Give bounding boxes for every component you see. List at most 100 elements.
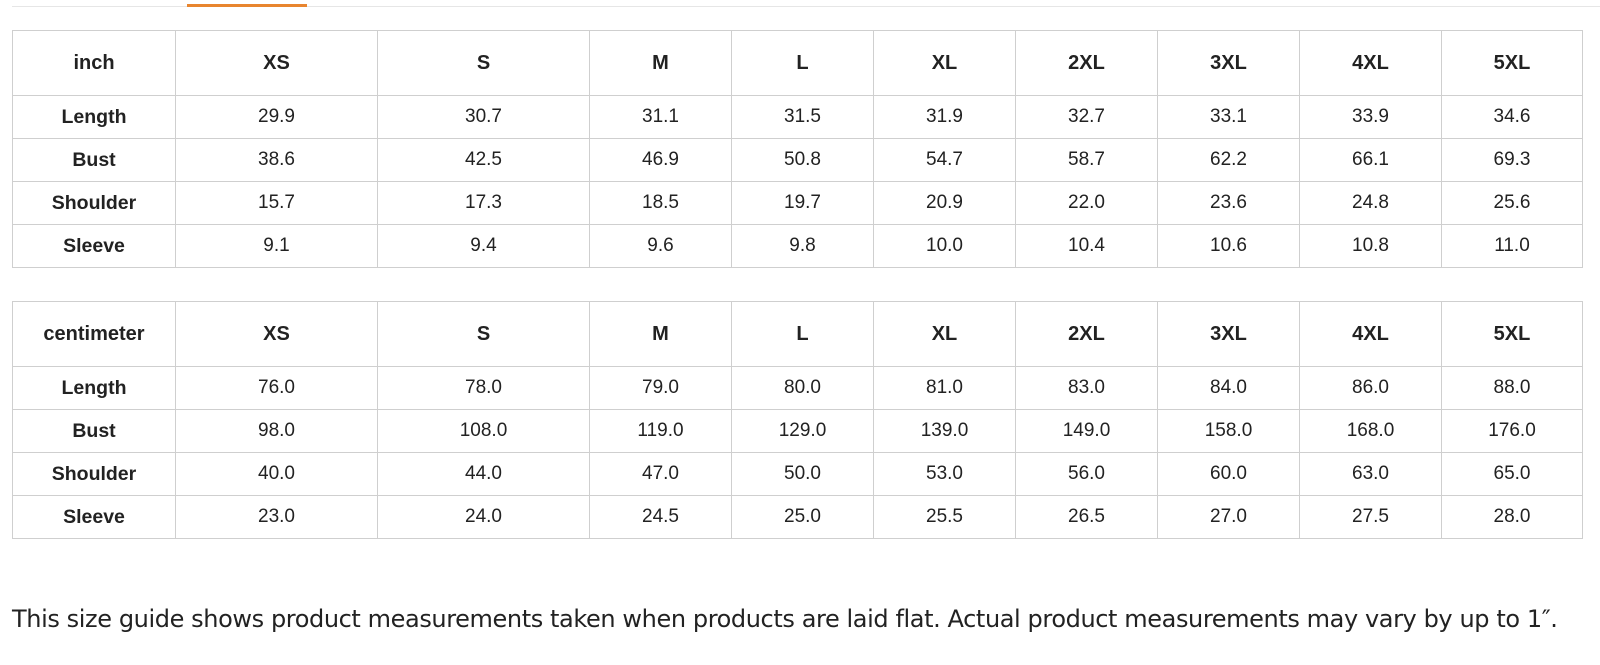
- size-header: M: [589, 30, 732, 96]
- measurement-value: 33.9: [1299, 95, 1442, 139]
- measurement-value: 32.7: [1015, 95, 1158, 139]
- measurement-value: 65.0: [1441, 452, 1583, 496]
- measurement-value: 168.0: [1299, 409, 1442, 453]
- size-header: 4XL: [1299, 301, 1442, 367]
- measurement-value: 30.7: [377, 95, 590, 139]
- size-header: 2XL: [1015, 30, 1158, 96]
- measurement-value: 81.0: [873, 366, 1016, 410]
- measurement-value: 40.0: [175, 452, 378, 496]
- measurement-value: 66.1: [1299, 138, 1442, 182]
- measurement-value: 56.0: [1015, 452, 1158, 496]
- table-row: Length 76.0 78.0 79.0 80.0 81.0 83.0 84.0 86.0 88…: [12, 366, 1583, 410]
- measurement-label: Sleeve: [12, 495, 176, 539]
- measurement-value: 60.0: [1157, 452, 1300, 496]
- measurement-value: 83.0: [1015, 366, 1158, 410]
- table-row: Length 29.9 30.7 31.1 31.5 31.9 32.7 33.1 33.9 34…: [12, 95, 1583, 139]
- size-header: 3XL: [1157, 301, 1300, 367]
- size-header: XS: [175, 301, 378, 367]
- measurement-value: 46.9: [589, 138, 732, 182]
- measurement-value: 79.0: [589, 366, 732, 410]
- measurement-value: 25.6: [1441, 181, 1583, 225]
- table-row: Sleeve 9.1 9.4 9.6 9.8 10.0 10.4 10.6 10.8 11.0: [12, 224, 1583, 268]
- measurement-value: 9.6: [589, 224, 732, 268]
- size-header: XL: [873, 30, 1016, 96]
- size-header: L: [731, 301, 874, 367]
- measurement-value: 17.3: [377, 181, 590, 225]
- measurement-value: 129.0: [731, 409, 874, 453]
- measurement-value: 10.6: [1157, 224, 1300, 268]
- table-row: Shoulder 40.0 44.0 47.0 50.0 53.0 56.0 60.0 63.0…: [12, 452, 1583, 496]
- measurement-value: 10.0: [873, 224, 1016, 268]
- measurement-value: 54.7: [873, 138, 1016, 182]
- measurement-value: 9.4: [377, 224, 590, 268]
- measurement-value: 19.7: [731, 181, 874, 225]
- measurement-value: 29.9: [175, 95, 378, 139]
- size-header: 5XL: [1441, 30, 1583, 96]
- size-header: 3XL: [1157, 30, 1300, 96]
- active-tab-indicator: [187, 4, 307, 7]
- size-header: 2XL: [1015, 301, 1158, 367]
- measurement-value: 42.5: [377, 138, 590, 182]
- measurement-value: 119.0: [589, 409, 732, 453]
- measurement-label: Shoulder: [12, 181, 176, 225]
- size-header: M: [589, 301, 732, 367]
- measurement-value: 38.6: [175, 138, 378, 182]
- table-row: Bust 98.0 108.0 119.0 129.0 139.0 149.0 158.0 16…: [12, 409, 1583, 453]
- measurement-value: 23.6: [1157, 181, 1300, 225]
- measurement-value: 98.0: [175, 409, 378, 453]
- measurement-value: 10.4: [1015, 224, 1158, 268]
- size-guide-note: This size guide shows product measuremen…: [12, 605, 1558, 633]
- table-header-row: centimeter XS S M L XL 2XL 3XL 4XL 5XL: [12, 301, 1583, 367]
- measurement-value: 31.9: [873, 95, 1016, 139]
- measurement-value: 9.8: [731, 224, 874, 268]
- size-header: 5XL: [1441, 301, 1583, 367]
- measurement-value: 139.0: [873, 409, 1016, 453]
- measurement-value: 76.0: [175, 366, 378, 410]
- measurement-label: Shoulder: [12, 452, 176, 496]
- measurement-value: 9.1: [175, 224, 378, 268]
- measurement-value: 47.0: [589, 452, 732, 496]
- size-header: L: [731, 30, 874, 96]
- measurement-label: Sleeve: [12, 224, 176, 268]
- measurement-value: 62.2: [1157, 138, 1300, 182]
- table-row: Bust 38.6 42.5 46.9 50.8 54.7 58.7 62.2 66.1 69.3: [12, 138, 1583, 182]
- measurement-value: 11.0: [1441, 224, 1583, 268]
- measurement-value: 158.0: [1157, 409, 1300, 453]
- measurement-value: 10.8: [1299, 224, 1442, 268]
- measurement-value: 50.0: [731, 452, 874, 496]
- size-header: XL: [873, 301, 1016, 367]
- measurement-label: Length: [12, 95, 176, 139]
- measurement-value: 50.8: [731, 138, 874, 182]
- measurement-value: 84.0: [1157, 366, 1300, 410]
- measurement-value: 15.7: [175, 181, 378, 225]
- measurement-value: 80.0: [731, 366, 874, 410]
- measurement-value: 34.6: [1441, 95, 1583, 139]
- measurement-value: 18.5: [589, 181, 732, 225]
- measurement-value: 69.3: [1441, 138, 1583, 182]
- measurement-value: 24.5: [589, 495, 732, 539]
- size-header: 4XL: [1299, 30, 1442, 96]
- measurement-label: Length: [12, 366, 176, 410]
- measurement-value: 24.0: [377, 495, 590, 539]
- measurement-label: Bust: [12, 138, 176, 182]
- measurement-value: 88.0: [1441, 366, 1583, 410]
- measurement-value: 44.0: [377, 452, 590, 496]
- table-row: Sleeve 23.0 24.0 24.5 25.0 25.5 26.5 27.0 27.5 28…: [12, 495, 1583, 539]
- measurement-value: 108.0: [377, 409, 590, 453]
- measurement-value: 33.1: [1157, 95, 1300, 139]
- size-header: S: [377, 30, 590, 96]
- measurement-value: 24.8: [1299, 181, 1442, 225]
- size-table-centimeter: centimeter XS S M L XL 2XL 3XL 4XL 5XL Length 76.0 7…: [12, 301, 1583, 539]
- size-header: S: [377, 301, 590, 367]
- tab-bar-divider: [12, 6, 1600, 7]
- measurement-value: 22.0: [1015, 181, 1158, 225]
- table-header-row: inch XS S M L XL 2XL 3XL 4XL 5XL: [12, 30, 1583, 96]
- measurement-label: Bust: [12, 409, 176, 453]
- measurement-value: 31.1: [589, 95, 732, 139]
- measurement-value: 25.0: [731, 495, 874, 539]
- measurement-value: 78.0: [377, 366, 590, 410]
- unit-header: centimeter: [12, 301, 176, 367]
- measurement-value: 27.0: [1157, 495, 1300, 539]
- measurement-value: 63.0: [1299, 452, 1442, 496]
- measurement-value: 58.7: [1015, 138, 1158, 182]
